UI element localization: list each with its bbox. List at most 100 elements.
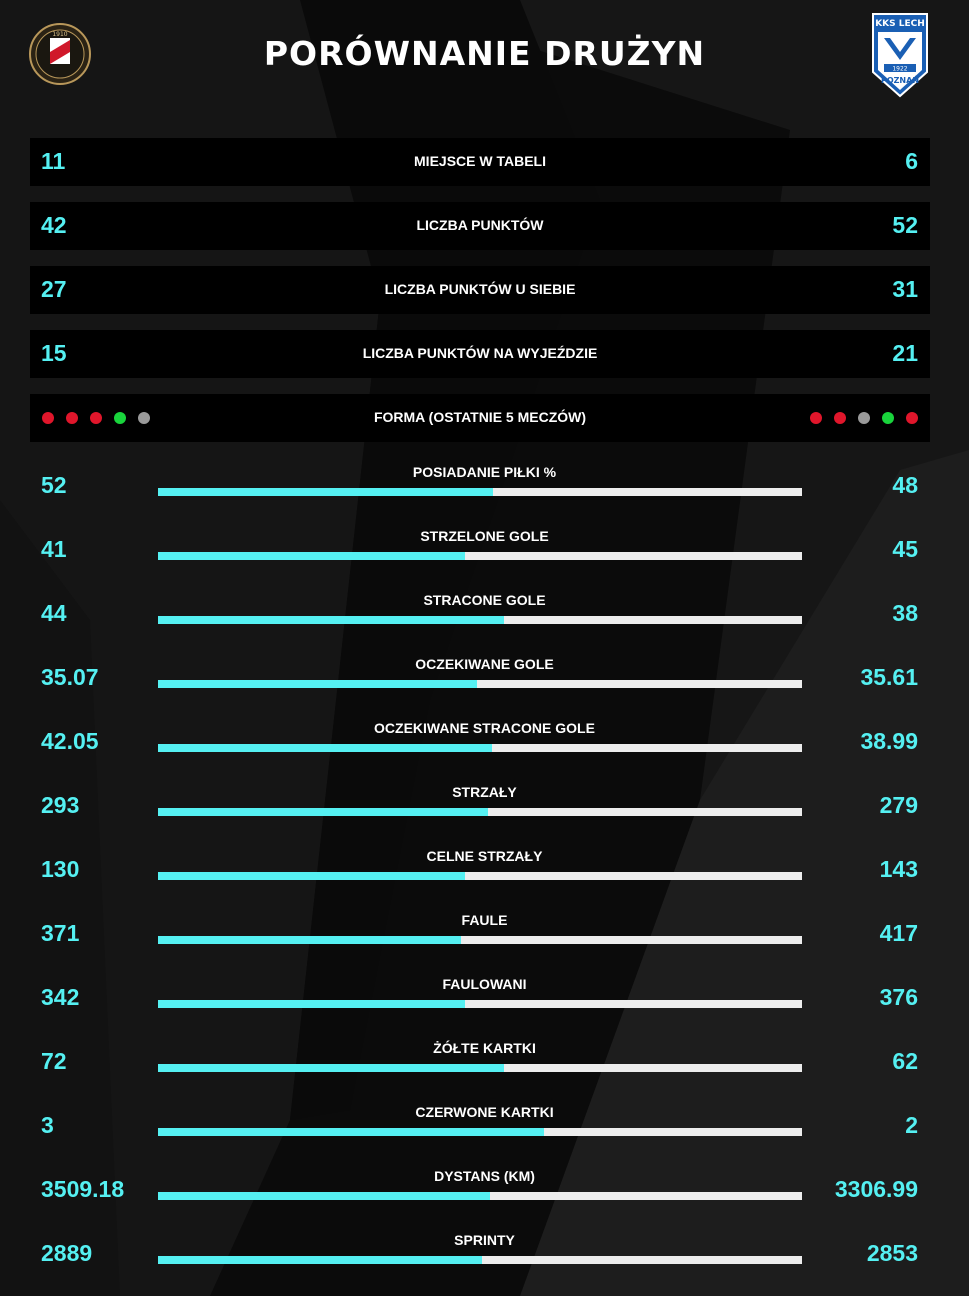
- right-team-value: 2: [905, 1112, 918, 1138]
- comparison-bar: [158, 1128, 802, 1136]
- stat-row: 42.05 OCZEKIWANE STRACONE GOLE 38.99: [0, 714, 969, 778]
- right-team-value: 38: [892, 600, 918, 626]
- form-result-draw-dot: [858, 412, 870, 424]
- comparison-bar-fill: [158, 552, 466, 560]
- form-result-loss-dot: [834, 412, 846, 424]
- right-team-value: 2853: [866, 1240, 918, 1266]
- stat-label: OCZEKIWANE GOLE: [415, 656, 554, 672]
- stat-label: FAULE: [461, 912, 508, 928]
- info-row-points: 42 LICZBA PUNKTÓW 52: [30, 202, 930, 250]
- stat-label: STRZELONE GOLE: [420, 528, 549, 544]
- stat-row: 72 ŻÓŁTE KARTKI 62: [0, 1034, 969, 1098]
- left-team-value: 2889: [41, 1240, 93, 1266]
- stat-label: OCZEKIWANE STRACONE GOLE: [374, 720, 595, 736]
- crest-year-text: 1910: [52, 31, 67, 38]
- stat-row: 130 CELNE STRZAŁY 143: [0, 842, 969, 906]
- left-team-value: 41: [41, 536, 67, 562]
- stat-row: 2889 SPRINTY 2853: [0, 1226, 969, 1290]
- right-team-value: 3306.99: [834, 1176, 918, 1202]
- header: 1910 PORÓWNANIE DRUŻYN KKS LECH 1922 POZ…: [0, 0, 969, 110]
- comparison-bar: [158, 1256, 802, 1264]
- stat-row: 41 STRZELONE GOLE 45: [0, 522, 969, 586]
- form-result-loss-dot: [906, 412, 918, 424]
- comparison-bar: [158, 744, 802, 752]
- comparison-bar-fill: [158, 488, 493, 496]
- comparison-bar-fill: [158, 1000, 465, 1008]
- comparison-bar: [158, 936, 802, 944]
- left-team-value: 72: [41, 1048, 67, 1074]
- left-team-value: 11: [41, 148, 66, 174]
- stat-label: DYSTANS (KM): [434, 1168, 535, 1184]
- right-team-value: 62: [892, 1048, 918, 1074]
- stat-row: 371 FAULE 417: [0, 906, 969, 970]
- row-label: LICZBA PUNKTÓW: [416, 217, 544, 233]
- right-team-value: 143: [879, 856, 918, 882]
- comparison-bar-fill: [158, 872, 465, 880]
- comparison-bar: [158, 1192, 802, 1200]
- right-team-value: 31: [892, 276, 918, 302]
- comparison-bar-fill: [158, 1256, 482, 1264]
- left-team-value: 42: [41, 212, 67, 238]
- row-label: FORMA (OSTATNIE 5 MECZÓW): [373, 409, 587, 425]
- right-team-value: 376: [879, 984, 918, 1010]
- right-team-value: 35.61: [860, 664, 918, 690]
- right-team-value: 48: [892, 472, 918, 498]
- stat-label: SPRINTY: [454, 1232, 515, 1248]
- stat-label: FAULOWANI: [442, 976, 527, 992]
- form-result-loss-dot: [810, 412, 822, 424]
- left-team-value: 3509.18: [41, 1176, 125, 1202]
- comparison-bar: [158, 808, 802, 816]
- right-team-value: 279: [879, 792, 918, 818]
- comparison-bar: [158, 488, 802, 496]
- logo-city-text: POZNAŃ: [881, 74, 919, 85]
- left-team-value: 42.05: [41, 728, 99, 754]
- form-result-loss-dot: [90, 412, 102, 424]
- right-team-form: [810, 412, 918, 424]
- stat-row: 3 CZERWONE KARTKI 2: [0, 1098, 969, 1162]
- info-row-away-points: 15 LICZBA PUNKTÓW NA WYJEŹDZIE 21: [30, 330, 930, 378]
- comparison-bar-fill: [158, 1128, 545, 1136]
- lech-poznan-logo: KKS LECH 1922 POZNAŃ: [870, 12, 930, 98]
- comparison-bar-fill: [158, 1064, 504, 1072]
- left-team-value: 52: [41, 472, 67, 498]
- right-team-value: 6: [905, 148, 918, 174]
- widzew-crest-logo: 1910: [28, 22, 92, 86]
- form-result-loss-dot: [66, 412, 78, 424]
- comparison-bar: [158, 680, 802, 688]
- stat-row: 293 STRZAŁY 279: [0, 778, 969, 842]
- form-result-win-dot: [114, 412, 126, 424]
- comparison-bar-fill: [158, 616, 504, 624]
- logo-year-text: 1922: [892, 66, 907, 73]
- left-team-value: 15: [41, 340, 67, 366]
- comparison-bar: [158, 616, 802, 624]
- stat-label: STRZAŁY: [452, 784, 517, 800]
- right-team-value: 52: [892, 212, 918, 238]
- stat-row: 342 FAULOWANI 376: [0, 970, 969, 1034]
- comparison-bar-fill: [158, 808, 488, 816]
- right-team-value: 45: [892, 536, 918, 562]
- comparison-bar: [158, 1000, 802, 1008]
- form-result-loss-dot: [42, 412, 54, 424]
- left-team-value: 342: [41, 984, 80, 1010]
- left-team-value: 35.07: [41, 664, 99, 690]
- comparison-bar: [158, 872, 802, 880]
- comparison-bar-fill: [158, 1192, 490, 1200]
- left-team-value: 371: [41, 920, 80, 946]
- left-team-value: 293: [41, 792, 80, 818]
- comparison-bar-fill: [158, 936, 462, 944]
- left-team-value: 27: [41, 276, 67, 302]
- stat-row: 35.07 OCZEKIWANE GOLE 35.61: [0, 650, 969, 714]
- stat-label: STRACONE GOLE: [423, 592, 546, 608]
- form-result-draw-dot: [138, 412, 150, 424]
- stat-label: ŻÓŁTE KARTKI: [433, 1040, 536, 1056]
- logo-name-text: KKS LECH: [875, 19, 925, 29]
- stat-label: POSIADANIE PIŁKI %: [412, 464, 557, 480]
- stat-row: 3509.18 DYSTANS (KM) 3306.99: [0, 1162, 969, 1226]
- left-team-value: 3: [41, 1112, 54, 1138]
- stat-row: 52 POSIADANIE PIŁKI % 48: [0, 458, 969, 522]
- row-label: LICZBA PUNKTÓW U SIEBIE: [384, 281, 576, 297]
- info-row-form: FORMA (OSTATNIE 5 MECZÓW): [30, 394, 930, 442]
- info-row-home-points: 27 LICZBA PUNKTÓW U SIEBIE 31: [30, 266, 930, 314]
- comparison-bar: [158, 552, 802, 560]
